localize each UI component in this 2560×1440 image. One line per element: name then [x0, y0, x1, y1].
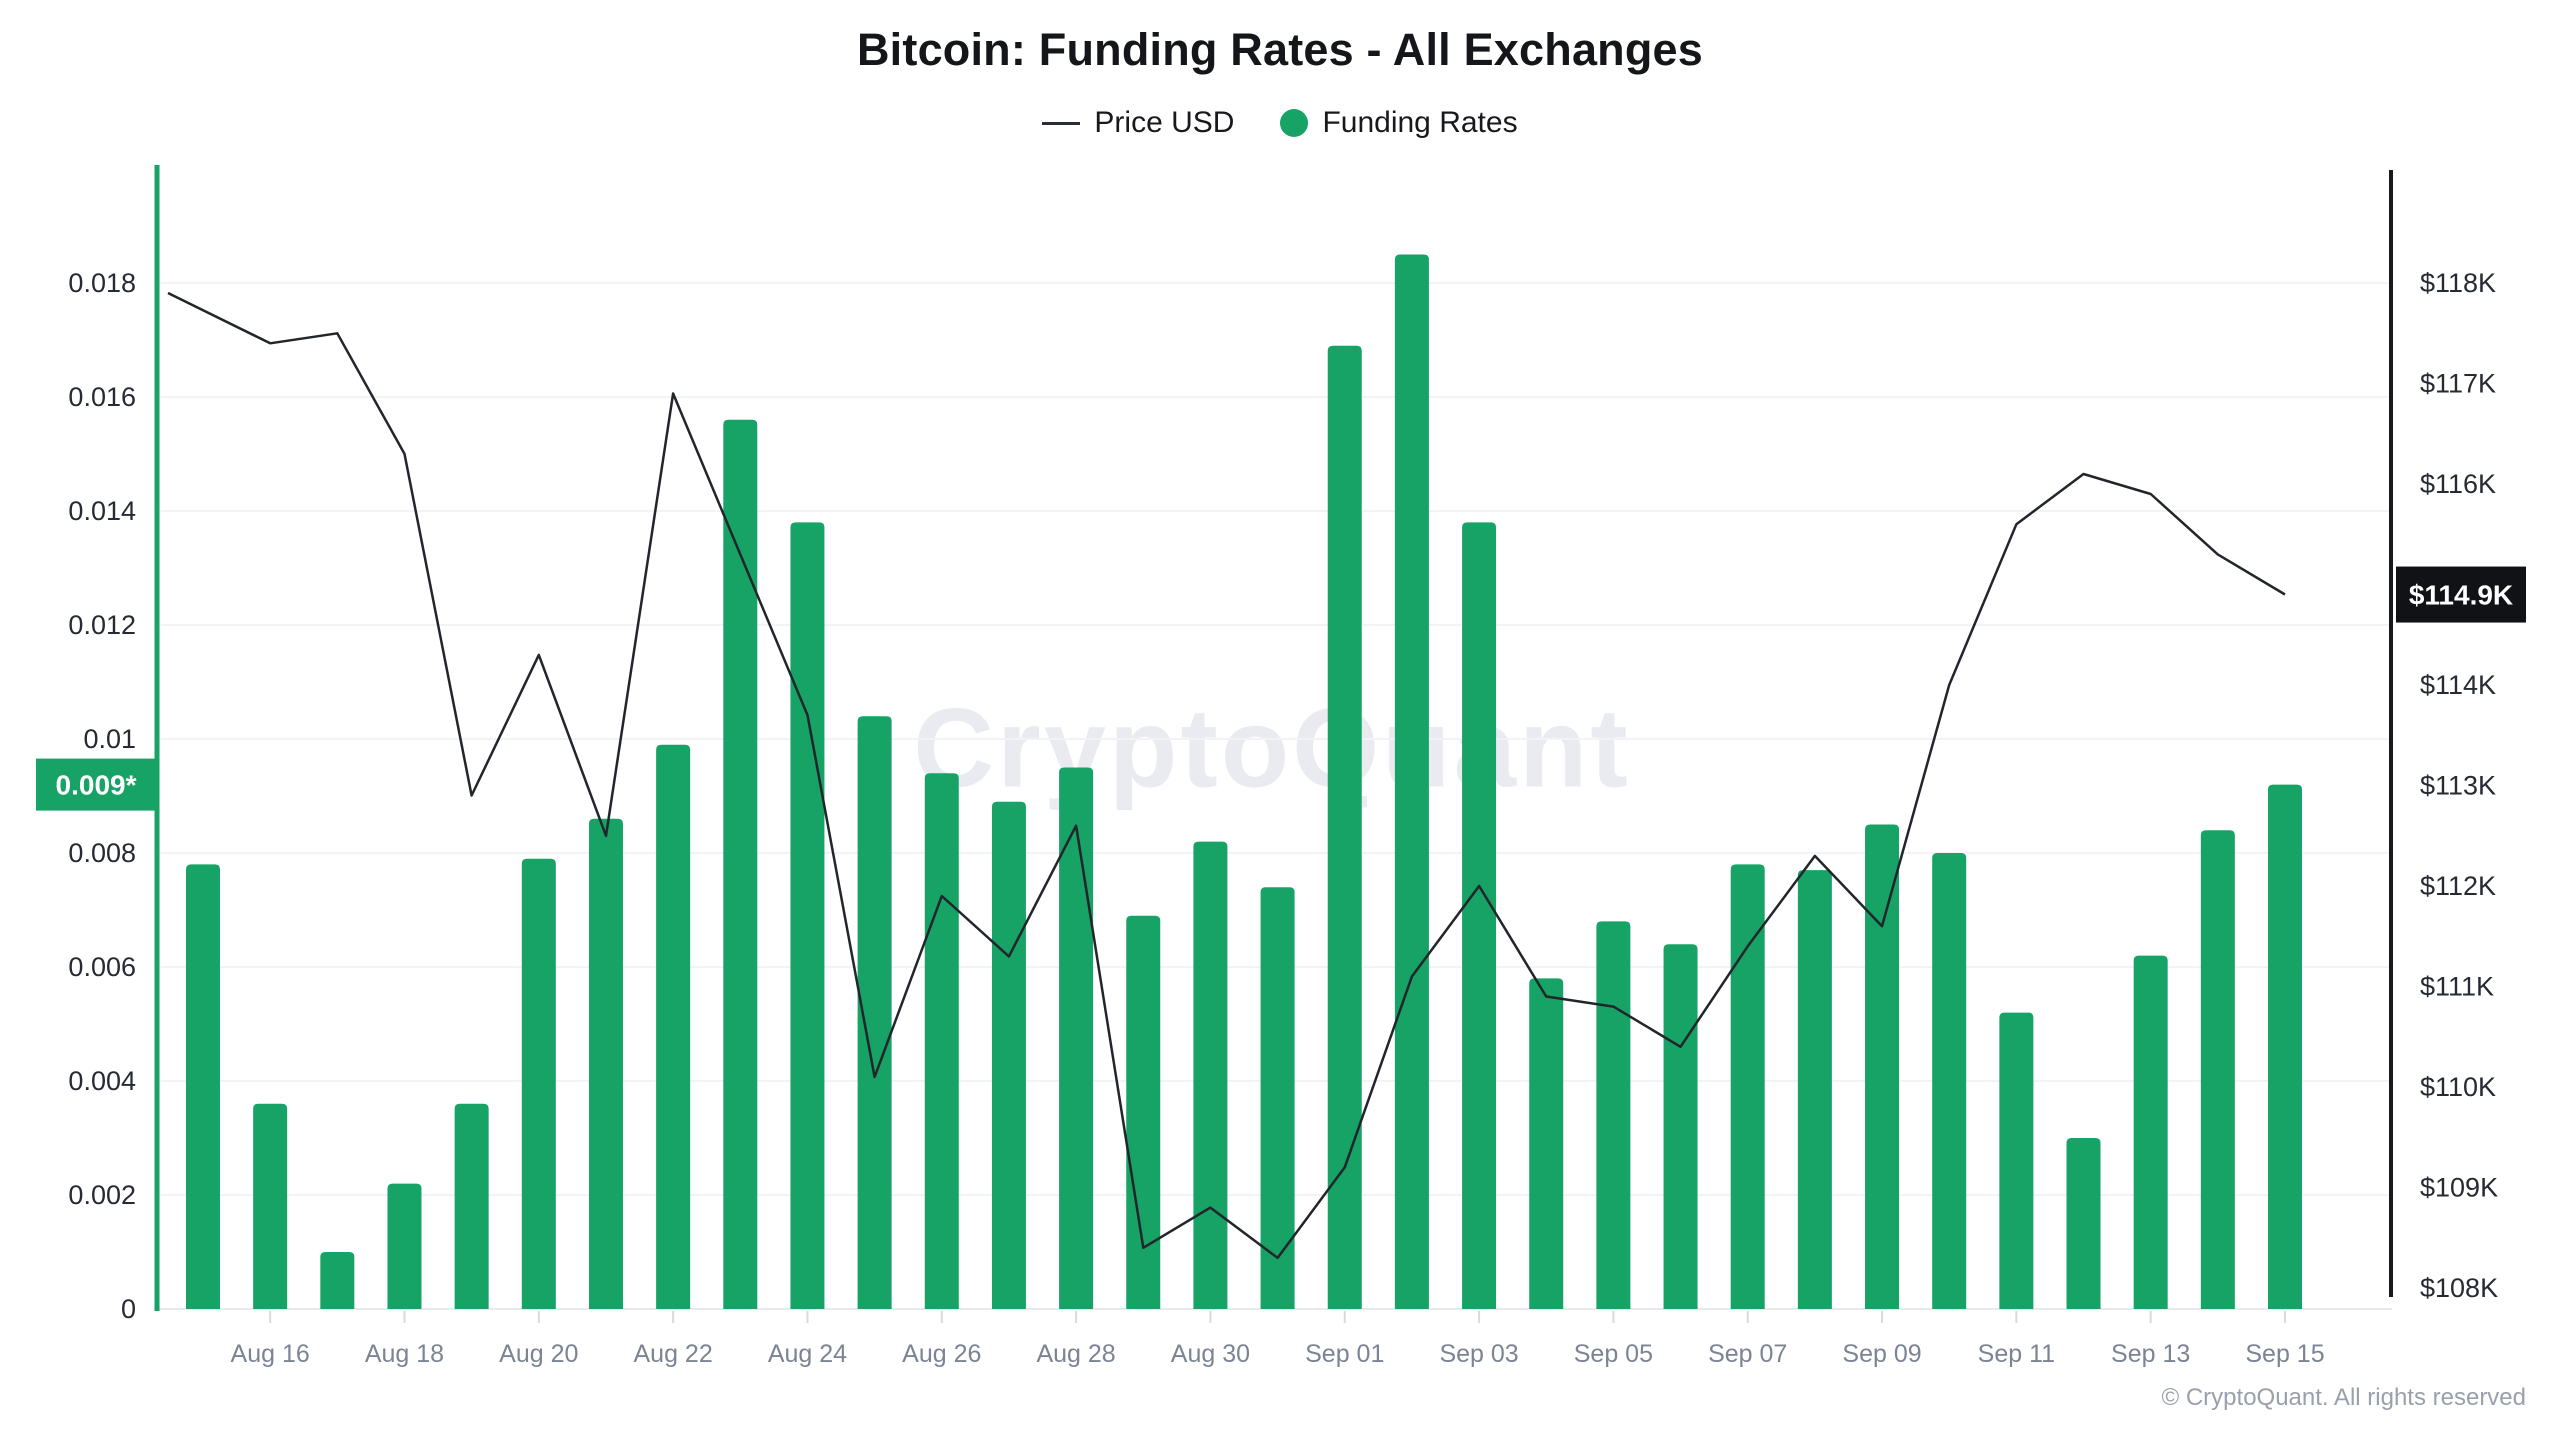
svg-text:Aug 22: Aug 22: [634, 1340, 713, 1368]
funding-bar[interactable]: [1193, 841, 1228, 1309]
funding-bar[interactable]: [387, 1183, 422, 1309]
funding-dot-marker-icon: [1280, 109, 1309, 137]
funding-bar[interactable]: [2066, 1138, 2101, 1309]
svg-text:$117K: $117K: [2420, 369, 2496, 399]
legend-item-funding-rates[interactable]: Funding Rates: [1280, 106, 1518, 140]
left-axis-labels: 0 0.002 0.004 0.006 0.008 0.01 0.012 0.014 0.016…: [68, 268, 136, 1324]
funding-current-badge: 0.009*: [36, 758, 157, 811]
svg-text:Aug 28: Aug 28: [1036, 1340, 1115, 1368]
svg-text:0.016: 0.016: [68, 382, 136, 412]
funding-bar[interactable]: [2200, 830, 2235, 1309]
svg-text:Sep 09: Sep 09: [1842, 1340, 1921, 1368]
funding-bar[interactable]: [924, 773, 959, 1309]
chart-title: Bitcoin: Funding Rates - All Exchanges: [856, 24, 1703, 75]
funding-bar[interactable]: [790, 522, 825, 1309]
svg-text:Sep 11: Sep 11: [1978, 1340, 2055, 1368]
funding-bar[interactable]: [1126, 915, 1161, 1309]
svg-text:Aug 20: Aug 20: [499, 1340, 578, 1368]
svg-text:Sep 13: Sep 13: [2111, 1340, 2190, 1368]
funding-bars-series: [186, 254, 2302, 1310]
price-line[interactable]: [167, 291, 2286, 1260]
funding-bar[interactable]: [1529, 978, 1564, 1309]
funding-bar[interactable]: [2133, 955, 2168, 1309]
funding-bar[interactable]: [521, 858, 556, 1309]
svg-text:$109K: $109K: [2420, 1173, 2498, 1203]
svg-text:Aug 24: Aug 24: [768, 1340, 847, 1368]
funding-bar[interactable]: [1865, 824, 1900, 1310]
svg-text:$111K: $111K: [2420, 972, 2494, 1002]
funding-bar[interactable]: [1797, 870, 1832, 1309]
funding-bar[interactable]: [186, 864, 220, 1309]
funding-bar[interactable]: [1260, 887, 1295, 1309]
svg-text:$110K: $110K: [2420, 1072, 2496, 1102]
svg-text:Sep 15: Sep 15: [2245, 1340, 2324, 1368]
svg-text:Sep 01: Sep 01: [1305, 1340, 1384, 1368]
price-current-badge: $114.9K: [2396, 566, 2526, 623]
svg-text:0.006: 0.006: [68, 952, 136, 982]
copyright-footer: © CryptoQuant. All rights reserved: [2161, 1384, 2527, 1411]
svg-text:0.014: 0.014: [68, 496, 136, 526]
funding-bar[interactable]: [1059, 767, 1094, 1310]
svg-text:$112K: $112K: [2420, 871, 2496, 901]
legend-label-funding: Funding Rates: [1322, 106, 1518, 139]
funding-bar[interactable]: [857, 716, 892, 1309]
funding-bar[interactable]: [723, 419, 758, 1309]
svg-text:$114.9K: $114.9K: [2409, 580, 2513, 611]
svg-text:0.01: 0.01: [83, 724, 136, 754]
svg-text:0.008: 0.008: [68, 838, 136, 868]
svg-text:Aug 30: Aug 30: [1171, 1340, 1250, 1368]
legend-label-price: Price USD: [1094, 106, 1235, 139]
funding-bar[interactable]: [1596, 921, 1631, 1309]
funding-bar[interactable]: [1462, 522, 1497, 1309]
svg-text:0.009*: 0.009*: [56, 770, 137, 801]
funding-bar[interactable]: [1999, 1012, 2034, 1309]
svg-text:Sep 03: Sep 03: [1439, 1340, 1518, 1368]
cryptoquant-watermark: CryptoQuant: [913, 685, 1631, 811]
svg-text:$116K: $116K: [2420, 469, 2496, 499]
svg-text:$113K: $113K: [2420, 771, 2496, 801]
funding-bar[interactable]: [991, 801, 1026, 1309]
price-line-marker-icon: [1042, 121, 1081, 125]
funding-bar[interactable]: [588, 818, 623, 1309]
funding-bar[interactable]: [656, 744, 691, 1309]
funding-bar[interactable]: [253, 1103, 288, 1309]
svg-text:$118K: $118K: [2420, 268, 2496, 298]
svg-text:Sep 05: Sep 05: [1574, 1340, 1653, 1368]
svg-text:0: 0: [121, 1294, 136, 1324]
right-axis-labels: $108K $109K $110K $111K $112K $113K $114K $116K…: [2420, 268, 2498, 1303]
svg-text:Aug 26: Aug 26: [902, 1340, 981, 1368]
svg-text:Aug 18: Aug 18: [365, 1340, 444, 1368]
x-axis-labels: Aug 16 Aug 18 Aug 20 Aug 22 Aug 24 Aug 26 Aug …: [231, 1311, 2325, 1368]
legend-item-price-usd[interactable]: Price USD: [1042, 106, 1234, 140]
svg-text:0.012: 0.012: [68, 610, 136, 640]
legend: Price USD Funding Rates: [0, 106, 2560, 140]
funding-bar[interactable]: [1663, 944, 1698, 1309]
funding-bar[interactable]: [454, 1103, 489, 1309]
svg-text:Aug 16: Aug 16: [231, 1340, 310, 1368]
svg-text:$114K: $114K: [2420, 670, 2496, 700]
svg-text:Sep 07: Sep 07: [1708, 1340, 1787, 1368]
funding-bar[interactable]: [1394, 254, 1429, 1310]
svg-text:0.004: 0.004: [68, 1066, 136, 1096]
funding-bar[interactable]: [1932, 853, 1967, 1309]
funding-bar[interactable]: [1730, 864, 1765, 1309]
svg-text:$108K: $108K: [2420, 1273, 2498, 1303]
funding-bar[interactable]: [2268, 784, 2302, 1309]
funding-bar[interactable]: [320, 1252, 355, 1309]
svg-text:0.002: 0.002: [68, 1180, 136, 1210]
funding-bar[interactable]: [1327, 345, 1362, 1309]
svg-text:0.018: 0.018: [68, 268, 136, 298]
